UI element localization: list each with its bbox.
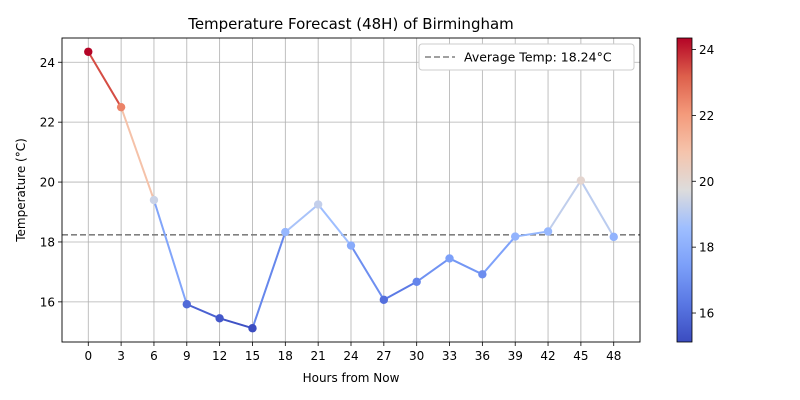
- data-point: [313, 200, 323, 209]
- legend-box: [418, 43, 635, 71]
- y-axis-ticks: 16 18 20 22 24: [40, 56, 62, 309]
- legend-label: Average Temp: 18.24°C: [464, 50, 612, 65]
- data-point: [116, 102, 126, 112]
- x-tick-label: 45: [573, 349, 588, 363]
- x-tick-label: 27: [376, 349, 391, 363]
- data-point: [478, 270, 487, 279]
- colorbar-tick-label: 24: [699, 43, 714, 57]
- x-tick-label: 0: [84, 349, 92, 363]
- line-segment: [448, 257, 484, 276]
- data-points: [84, 47, 618, 333]
- line-segment: [87, 50, 123, 109]
- colorbar: 16 18 20 22 24: [676, 37, 714, 343]
- x-tick-label: 15: [245, 349, 260, 363]
- line-segment: [415, 257, 451, 283]
- line-segment: [317, 203, 352, 247]
- x-tick-label: 48: [606, 349, 621, 363]
- x-tick-label: 30: [409, 349, 424, 363]
- colorbar-tick-label: 18: [699, 241, 714, 255]
- x-tick-label: 6: [150, 349, 158, 363]
- x-axis-label: Hours from Now: [303, 371, 400, 385]
- data-point: [182, 300, 191, 309]
- line-segment: [152, 199, 188, 306]
- data-point: [609, 232, 618, 242]
- x-tick-label: 3: [117, 349, 125, 363]
- line-segment: [547, 179, 582, 233]
- x-tick-label: 12: [212, 349, 227, 363]
- line-segments: [87, 50, 615, 330]
- y-tick-label: 16: [40, 295, 55, 309]
- data-point: [379, 295, 389, 304]
- x-tick-label: 36: [475, 349, 490, 363]
- data-point: [346, 241, 356, 250]
- grid: [62, 38, 640, 342]
- y-tick-label: 20: [40, 176, 55, 190]
- colorbar-tick-label: 20: [699, 175, 714, 189]
- x-tick-label: 33: [442, 349, 457, 363]
- y-tick-label: 22: [40, 116, 55, 130]
- line-segment: [251, 231, 287, 330]
- colorbar-tick-label: 16: [699, 307, 714, 321]
- x-axis-ticks: 0 3 6 9 12 15 18 21 24 27 30 33 36 39 42 45 48: [84, 342, 621, 363]
- data-point: [412, 277, 421, 286]
- colorbar-ticks: 16 18 20 22 24: [692, 43, 714, 321]
- y-tick-label: 18: [40, 235, 55, 249]
- x-tick-label: 21: [311, 349, 326, 363]
- x-tick-label: 39: [508, 349, 523, 363]
- line-segment: [218, 317, 254, 330]
- y-axis-label: Temperature (°C): [14, 138, 28, 243]
- colorbar-gradient: [676, 37, 693, 343]
- line-segment: [579, 179, 615, 238]
- data-point: [543, 227, 553, 236]
- data-point: [445, 254, 454, 263]
- data-point: [84, 47, 93, 56]
- data-point: [215, 314, 224, 323]
- x-tick-label: 18: [278, 349, 293, 363]
- x-tick-label: 24: [343, 349, 358, 363]
- y-tick-label: 24: [40, 56, 55, 70]
- data-point: [248, 324, 257, 333]
- line-segment: [514, 230, 550, 238]
- line-segment: [284, 203, 320, 234]
- data-point: [576, 176, 586, 185]
- line-segment: [382, 280, 418, 301]
- line-segment: [185, 303, 221, 320]
- legend: Average Temp: 18.24°C: [418, 43, 635, 71]
- colorbar-tick-label: 22: [699, 109, 714, 123]
- line-segment: [481, 235, 517, 276]
- line-segment: [350, 244, 385, 301]
- data-point: [149, 195, 159, 205]
- x-tick-label: 42: [540, 349, 555, 363]
- line-segment: [120, 106, 155, 202]
- x-tick-label: 9: [183, 349, 191, 363]
- data-point: [511, 232, 520, 241]
- data-point: [281, 227, 290, 237]
- chart-title: Temperature Forecast (48H) of Birmingham: [187, 15, 514, 33]
